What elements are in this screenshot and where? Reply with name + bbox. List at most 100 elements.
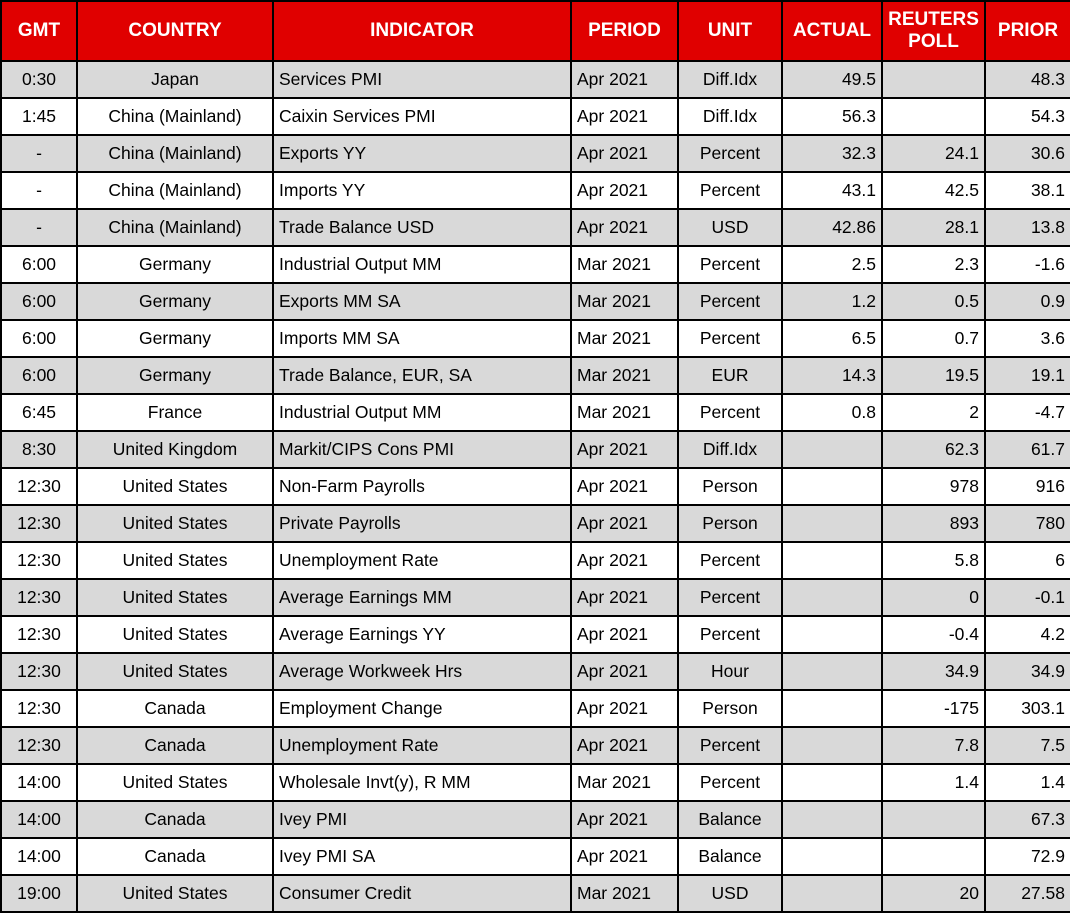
cell-period: Apr 2021 bbox=[570, 97, 679, 136]
table-row: 12:30 United States Average Earnings MM Apr… bbox=[0, 578, 1070, 617]
cell-prior: 19.1 bbox=[984, 356, 1070, 395]
cell-actual: 0.8 bbox=[781, 393, 883, 432]
cell-gmt: 14:00 bbox=[0, 763, 78, 802]
cell-actual: 1.2 bbox=[781, 282, 883, 321]
cell-country: Germany bbox=[76, 245, 274, 284]
cell-prior: 916 bbox=[984, 467, 1070, 506]
cell-gmt: 1:45 bbox=[0, 97, 78, 136]
table-row: 12:30 United States Average Earnings YY Apr… bbox=[0, 615, 1070, 654]
cell-period: Apr 2021 bbox=[570, 800, 679, 839]
cell-unit: USD bbox=[677, 208, 783, 247]
cell-actual bbox=[781, 578, 883, 617]
table-row: - China (Mainland) Trade Balance USD Apr 20… bbox=[0, 208, 1070, 247]
cell-prior: 67.3 bbox=[984, 800, 1070, 839]
cell-prior: 38.1 bbox=[984, 171, 1070, 210]
column-header-unit: UNIT bbox=[677, 0, 783, 62]
cell-actual bbox=[781, 467, 883, 506]
cell-unit: Percent bbox=[677, 393, 783, 432]
cell-gmt: 12:30 bbox=[0, 689, 78, 728]
cell-unit: Hour bbox=[677, 652, 783, 691]
table-row: 14:00 Canada Ivey PMI Apr 2021 Balance 67.3 bbox=[0, 800, 1070, 839]
cell-poll: 62.3 bbox=[881, 430, 986, 469]
cell-country: China (Mainland) bbox=[76, 171, 274, 210]
cell-indicator: Average Earnings YY bbox=[272, 615, 572, 654]
cell-indicator: Unemployment Rate bbox=[272, 541, 572, 580]
table-row: 6:00 Germany Imports MM SA Mar 2021 Percent 6… bbox=[0, 319, 1070, 358]
table-row: 8:30 United Kingdom Markit/CIPS Cons PMI Ap… bbox=[0, 430, 1070, 469]
cell-poll: 28.1 bbox=[881, 208, 986, 247]
cell-unit: Balance bbox=[677, 837, 783, 876]
cell-country: United States bbox=[76, 541, 274, 580]
cell-gmt: 8:30 bbox=[0, 430, 78, 469]
cell-prior: 780 bbox=[984, 504, 1070, 543]
cell-actual bbox=[781, 800, 883, 839]
cell-poll: 34.9 bbox=[881, 652, 986, 691]
cell-actual bbox=[781, 837, 883, 876]
cell-period: Mar 2021 bbox=[570, 763, 679, 802]
cell-prior: 4.2 bbox=[984, 615, 1070, 654]
column-header-prior: PRIOR bbox=[984, 0, 1070, 62]
cell-gmt: 6:45 bbox=[0, 393, 78, 432]
table-row: 19:00 United States Consumer Credit Mar 202… bbox=[0, 874, 1070, 913]
cell-unit: Diff.Idx bbox=[677, 60, 783, 99]
cell-gmt: 6:00 bbox=[0, 245, 78, 284]
table-row: - China (Mainland) Exports YY Apr 2021 Perce… bbox=[0, 134, 1070, 173]
table-body: 0:30 Japan Services PMI Apr 2021 Diff.Idx 49.… bbox=[0, 60, 1070, 913]
cell-unit: Percent bbox=[677, 615, 783, 654]
cell-indicator: Unemployment Rate bbox=[272, 726, 572, 765]
table-row: 6:45 France Industrial Output MM Mar 2021 Pe… bbox=[0, 393, 1070, 432]
cell-actual: 43.1 bbox=[781, 171, 883, 210]
cell-unit: EUR bbox=[677, 356, 783, 395]
cell-indicator: Services PMI bbox=[272, 60, 572, 99]
cell-poll: 2 bbox=[881, 393, 986, 432]
cell-gmt: 12:30 bbox=[0, 726, 78, 765]
cell-gmt: 12:30 bbox=[0, 652, 78, 691]
cell-country: Germany bbox=[76, 282, 274, 321]
cell-gmt: 19:00 bbox=[0, 874, 78, 913]
cell-poll: 978 bbox=[881, 467, 986, 506]
cell-country: United Kingdom bbox=[76, 430, 274, 469]
cell-period: Mar 2021 bbox=[570, 393, 679, 432]
cell-country: Germany bbox=[76, 319, 274, 358]
cell-period: Apr 2021 bbox=[570, 467, 679, 506]
cell-unit: Percent bbox=[677, 282, 783, 321]
cell-gmt: - bbox=[0, 134, 78, 173]
cell-country: Canada bbox=[76, 689, 274, 728]
cell-actual: 56.3 bbox=[781, 97, 883, 136]
cell-actual bbox=[781, 504, 883, 543]
cell-prior: 30.6 bbox=[984, 134, 1070, 173]
cell-country: United States bbox=[76, 763, 274, 802]
cell-prior: 303.1 bbox=[984, 689, 1070, 728]
cell-indicator: Exports YY bbox=[272, 134, 572, 173]
cell-prior: 7.5 bbox=[984, 726, 1070, 765]
table-row: 12:30 United States Private Payrolls Apr 20… bbox=[0, 504, 1070, 543]
column-header-poll: REUTERS POLL bbox=[881, 0, 986, 62]
cell-period: Apr 2021 bbox=[570, 689, 679, 728]
cell-period: Mar 2021 bbox=[570, 356, 679, 395]
cell-prior: 61.7 bbox=[984, 430, 1070, 469]
cell-unit: Percent bbox=[677, 171, 783, 210]
cell-gmt: 6:00 bbox=[0, 282, 78, 321]
cell-actual bbox=[781, 763, 883, 802]
cell-indicator: Employment Change bbox=[272, 689, 572, 728]
cell-actual: 2.5 bbox=[781, 245, 883, 284]
cell-period: Mar 2021 bbox=[570, 245, 679, 284]
table-row: 6:00 Germany Industrial Output MM Mar 2021 P… bbox=[0, 245, 1070, 284]
cell-indicator: Trade Balance, EUR, SA bbox=[272, 356, 572, 395]
cell-period: Apr 2021 bbox=[570, 541, 679, 580]
cell-poll: 19.5 bbox=[881, 356, 986, 395]
cell-poll: 0.7 bbox=[881, 319, 986, 358]
column-header-period: PERIOD bbox=[570, 0, 679, 62]
cell-country: France bbox=[76, 393, 274, 432]
cell-indicator: Imports MM SA bbox=[272, 319, 572, 358]
cell-gmt: 12:30 bbox=[0, 578, 78, 617]
cell-poll: 893 bbox=[881, 504, 986, 543]
cell-period: Apr 2021 bbox=[570, 171, 679, 210]
cell-poll bbox=[881, 800, 986, 839]
cell-prior: 3.6 bbox=[984, 319, 1070, 358]
cell-gmt: 12:30 bbox=[0, 541, 78, 580]
table-header: GMT COUNTRY INDICATOR PERIOD UNIT ACTUAL REUTE… bbox=[0, 0, 1070, 62]
cell-country: Canada bbox=[76, 726, 274, 765]
cell-poll bbox=[881, 97, 986, 136]
cell-gmt: 12:30 bbox=[0, 615, 78, 654]
